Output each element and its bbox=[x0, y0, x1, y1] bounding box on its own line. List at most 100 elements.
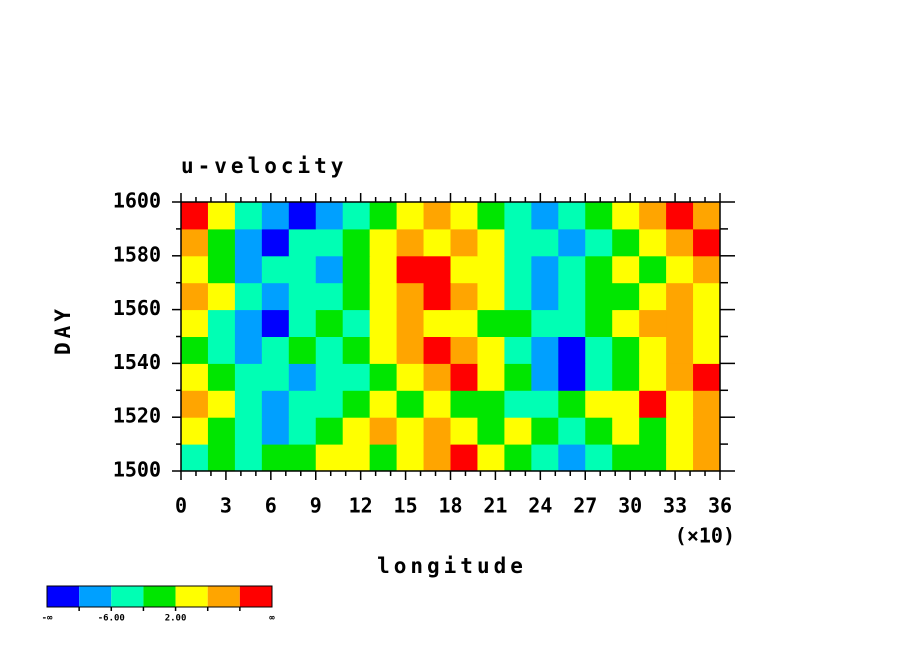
cell bbox=[342, 202, 371, 230]
cell bbox=[612, 336, 640, 364]
cell bbox=[477, 282, 505, 311]
cell bbox=[558, 282, 586, 311]
x-tick-label: 3 bbox=[220, 494, 232, 518]
cell bbox=[369, 336, 398, 364]
cell bbox=[369, 255, 398, 284]
cell bbox=[288, 417, 317, 445]
cell bbox=[288, 363, 317, 391]
cell bbox=[181, 444, 209, 472]
cell bbox=[181, 228, 209, 257]
cell bbox=[288, 444, 317, 472]
cell bbox=[261, 255, 290, 284]
cell bbox=[477, 202, 505, 230]
cell bbox=[288, 228, 317, 257]
cell bbox=[315, 363, 344, 391]
cell bbox=[369, 202, 398, 230]
cell bbox=[288, 282, 317, 311]
cell bbox=[693, 202, 721, 230]
cell bbox=[504, 444, 532, 472]
cell bbox=[315, 255, 344, 284]
cell bbox=[477, 444, 505, 472]
cell bbox=[315, 309, 344, 337]
cell bbox=[612, 309, 640, 337]
cell bbox=[234, 202, 263, 230]
colorbar-label: ∞ bbox=[269, 614, 275, 624]
cell bbox=[450, 228, 478, 257]
cell bbox=[181, 390, 209, 418]
cell bbox=[531, 390, 559, 418]
cell bbox=[477, 309, 505, 337]
cell bbox=[423, 363, 451, 391]
cell bbox=[450, 363, 478, 391]
colorbar-swatch bbox=[47, 586, 80, 607]
cell bbox=[181, 309, 209, 337]
x-multiplier: (×10) bbox=[675, 524, 735, 548]
cell bbox=[207, 282, 236, 311]
cell bbox=[531, 255, 559, 284]
cell bbox=[450, 282, 478, 311]
cell bbox=[639, 309, 667, 337]
cell bbox=[585, 336, 613, 364]
cell bbox=[181, 255, 209, 284]
cell bbox=[693, 444, 721, 472]
x-tick-label: 30 bbox=[618, 494, 642, 518]
cell bbox=[450, 390, 478, 418]
cell bbox=[423, 255, 451, 284]
cell bbox=[207, 309, 236, 337]
cell bbox=[315, 282, 344, 311]
cell bbox=[531, 282, 559, 311]
cell bbox=[504, 228, 532, 257]
cell bbox=[234, 390, 263, 418]
cell bbox=[396, 228, 425, 257]
colorbar-label: 2.00 bbox=[165, 614, 187, 624]
cell bbox=[531, 202, 559, 230]
cell bbox=[558, 228, 586, 257]
cell bbox=[504, 282, 532, 311]
cell bbox=[693, 309, 721, 337]
cell bbox=[585, 390, 613, 418]
x-tick-label: 18 bbox=[438, 494, 462, 518]
cell bbox=[558, 255, 586, 284]
cell bbox=[639, 390, 667, 418]
cell bbox=[234, 282, 263, 311]
cell bbox=[666, 444, 694, 472]
x-tick-label: 6 bbox=[265, 494, 277, 518]
cell bbox=[531, 228, 559, 257]
cell bbox=[396, 282, 425, 311]
cell bbox=[585, 309, 613, 337]
cell bbox=[423, 228, 451, 257]
cell bbox=[207, 255, 236, 284]
cell bbox=[585, 202, 613, 230]
cell bbox=[477, 336, 505, 364]
cell bbox=[666, 363, 694, 391]
cell bbox=[666, 309, 694, 337]
cell bbox=[558, 309, 586, 337]
cell bbox=[693, 255, 721, 284]
cell bbox=[234, 417, 263, 445]
cell bbox=[639, 202, 667, 230]
cell bbox=[234, 255, 263, 284]
cell bbox=[639, 282, 667, 311]
cell bbox=[693, 363, 721, 391]
x-tick-label: 0 bbox=[175, 494, 187, 518]
colorbar-swatch bbox=[111, 586, 144, 607]
cell bbox=[558, 444, 586, 472]
cell bbox=[558, 390, 586, 418]
cell bbox=[181, 363, 209, 391]
y-axis-label: DAY bbox=[51, 305, 75, 355]
cell bbox=[288, 309, 317, 337]
cell bbox=[207, 444, 236, 472]
x-tick-label: 15 bbox=[394, 494, 418, 518]
cell bbox=[477, 228, 505, 257]
cell bbox=[288, 336, 317, 364]
cell bbox=[666, 417, 694, 445]
cell bbox=[181, 417, 209, 445]
cell bbox=[315, 417, 344, 445]
cell bbox=[261, 282, 290, 311]
cell bbox=[450, 417, 478, 445]
cell bbox=[342, 363, 371, 391]
cell bbox=[288, 390, 317, 418]
cell bbox=[666, 282, 694, 311]
colorbar-swatch bbox=[207, 586, 240, 607]
y-tick-label: 1580 bbox=[113, 242, 161, 266]
